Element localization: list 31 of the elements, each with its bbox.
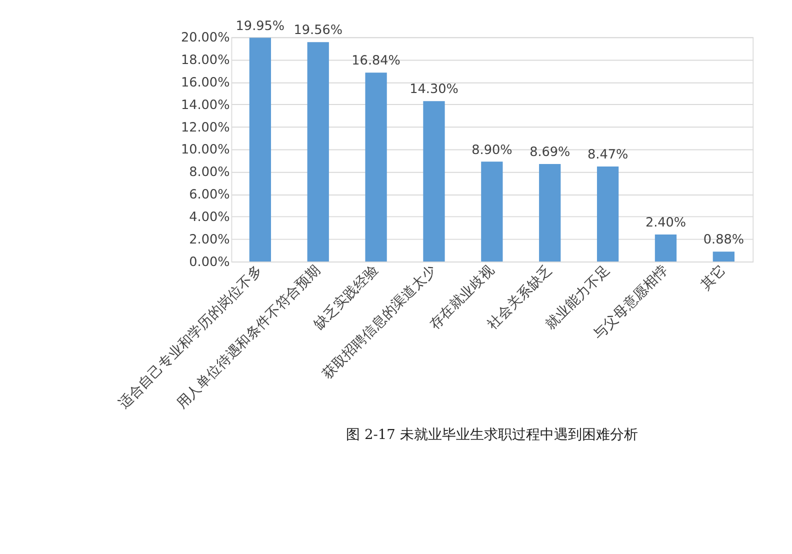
data-label: 8.69%	[530, 145, 570, 160]
y-tick-label: 10.00%	[180, 142, 230, 158]
caption: 图 2-17 未就业毕业生求职过程中遇到困难分析	[346, 427, 638, 444]
y-tick-label: 2.00%	[189, 232, 230, 248]
data-label: 19.56%	[294, 23, 342, 38]
data-label: 2.40%	[645, 216, 686, 231]
y-tick-label: 16.00%	[180, 75, 230, 90]
bar	[481, 162, 503, 262]
bar	[249, 38, 271, 262]
bar	[654, 234, 677, 262]
y-tick-label: 6.00%	[189, 188, 230, 203]
bar	[307, 42, 329, 262]
y-tick-label: 20.00%	[180, 30, 230, 46]
data-label: 8.47%	[587, 148, 628, 163]
x-tick-label: 其它	[698, 262, 730, 294]
bar	[596, 166, 619, 262]
bar	[712, 252, 734, 262]
y-tick-label: 14.00%	[180, 98, 230, 113]
data-label: 8.90%	[472, 142, 512, 158]
y-tick-label: 8.00%	[189, 165, 230, 180]
bar	[539, 164, 561, 262]
y-tick-label: 18.00%	[180, 52, 230, 68]
y-tick-label: 12.00%	[180, 120, 230, 136]
data-label: 14.30%	[410, 82, 458, 98]
y-tick-label: 4.00%	[189, 210, 230, 226]
data-label: 19.95%	[236, 18, 285, 34]
y-tick-label: 0.00%	[189, 254, 230, 270]
data-label: 16.84%	[352, 54, 400, 69]
bar	[423, 101, 445, 262]
data-label: 0.88%	[703, 232, 744, 248]
bar	[365, 72, 387, 262]
